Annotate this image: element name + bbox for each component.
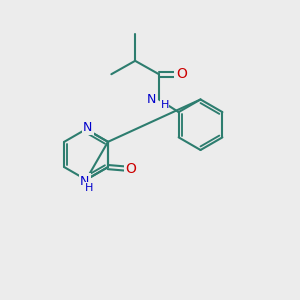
- Text: N: N: [83, 121, 92, 134]
- Text: H: H: [85, 183, 93, 193]
- Text: O: O: [176, 67, 187, 81]
- Text: N: N: [80, 175, 89, 188]
- Text: N: N: [147, 93, 156, 106]
- Text: H: H: [160, 100, 169, 110]
- Text: O: O: [126, 162, 136, 176]
